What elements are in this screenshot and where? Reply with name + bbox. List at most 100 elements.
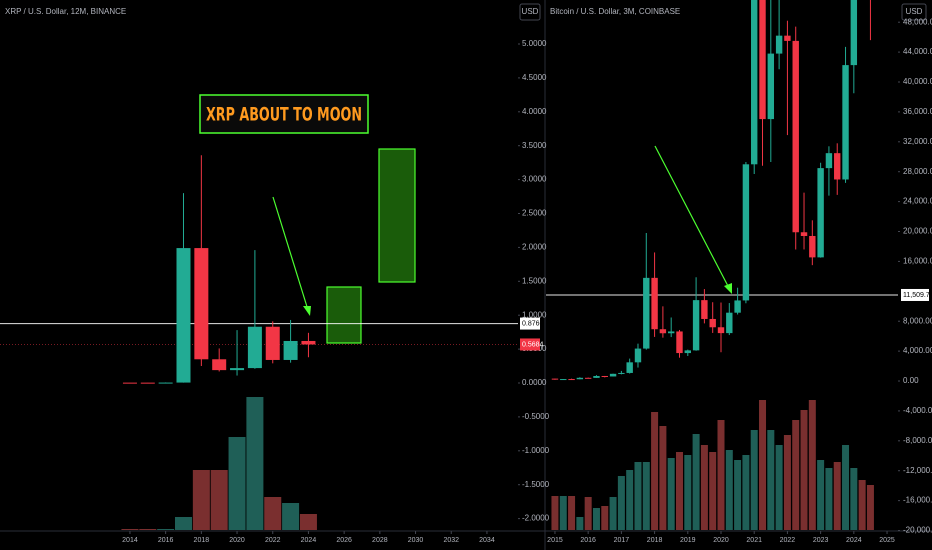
volume-bar <box>617 476 625 530</box>
volume-bar <box>634 462 642 530</box>
candle-body <box>834 153 841 180</box>
volume-bar <box>192 470 210 530</box>
candle-body <box>634 348 642 363</box>
y-tick-label: 8,000.00 <box>903 316 932 325</box>
volume-bar <box>734 460 742 530</box>
x-tick-label: 2018 <box>647 537 663 544</box>
volume-bar <box>157 529 175 530</box>
volume-bar <box>750 430 758 530</box>
candle-body <box>568 379 575 381</box>
candle-body <box>247 326 262 369</box>
y-tick-label: -0.5000 <box>522 412 550 421</box>
currency-button[interactable] <box>901 3 927 21</box>
arrow-head <box>724 283 732 294</box>
x-tick-label: 2016 <box>158 537 174 544</box>
volume-bar <box>700 445 708 530</box>
candle-body <box>618 372 625 374</box>
candle-body <box>792 40 799 233</box>
arrow-head <box>303 306 311 316</box>
candle-body <box>176 248 191 383</box>
volume-bar <box>692 434 700 530</box>
volume-bar <box>139 529 157 530</box>
candle-body <box>684 350 691 354</box>
candle-body <box>626 362 633 373</box>
y-tick-label: 32,000.00 <box>903 137 932 146</box>
candle-body <box>643 277 650 349</box>
candle-body <box>692 300 700 351</box>
y-tick-label: 44,000.00 <box>903 47 932 56</box>
volume-bar <box>601 506 609 530</box>
x-tick-label: 2025 <box>879 537 895 544</box>
y-tick-label: 48,000.00 <box>903 17 932 26</box>
candle-body <box>560 379 567 381</box>
y-tick-label: 36,000.00 <box>903 107 932 116</box>
y-tick-label: -16,000.00 <box>903 496 932 505</box>
candle-body <box>800 232 808 236</box>
y-tick-label: 5.0000 <box>522 39 547 48</box>
price-label: 0.5684 <box>522 341 544 348</box>
pane <box>0 155 518 530</box>
currency-button[interactable] <box>519 3 541 21</box>
volume-bar <box>675 452 683 530</box>
volume-bar <box>759 400 767 530</box>
x-tick-label: 2020 <box>229 537 245 544</box>
y-tick-label: 40,000.00 <box>903 77 932 86</box>
volume-bar <box>825 468 833 530</box>
target-box <box>378 148 416 283</box>
y-tick-label: -8,000.00 <box>903 436 932 445</box>
x-tick-label: 2028 <box>372 537 388 544</box>
y-tick-label: -1.0000 <box>522 446 550 455</box>
chart-title: Bitcoin / U.S. Dollar, 3M, COINBASE <box>550 7 680 16</box>
volume-bar <box>584 497 592 530</box>
price-label: 11,509.76 <box>903 292 932 299</box>
candle-body <box>551 378 559 380</box>
volume-bar <box>228 437 246 530</box>
candle-body <box>751 0 758 165</box>
candle-body <box>726 312 733 334</box>
candle-body <box>709 318 716 328</box>
volume-bar <box>858 480 866 530</box>
pane <box>546 0 898 530</box>
annotation: XRP ABOUT TO MOON <box>206 104 362 126</box>
volume-bar <box>850 468 858 530</box>
candle-body <box>212 359 227 371</box>
x-tick-label: 2022 <box>780 537 796 544</box>
x-tick-label: 2015 <box>547 537 563 544</box>
volume-bar <box>246 397 264 530</box>
x-tick-label: 2026 <box>336 537 352 544</box>
x-tick-label: 2016 <box>580 537 596 544</box>
candle-body <box>230 368 245 371</box>
y-tick-label: -4,000.00 <box>903 406 932 415</box>
y-tick-label: 2.0000 <box>522 243 547 252</box>
chart-title: XRP / U.S. Dollar, 12M, BINANCE <box>5 7 126 16</box>
volume-bar <box>667 458 675 530</box>
volume-bar <box>592 508 600 530</box>
price-label-box <box>901 288 929 301</box>
y-tick-label: -12,000.00 <box>903 466 932 475</box>
y-tick-label: 1.5000 <box>522 276 547 285</box>
candle-body <box>701 300 708 319</box>
volume-bar <box>842 445 850 530</box>
candle-body <box>809 235 816 258</box>
candle-body <box>659 329 667 334</box>
y-tick-label: -1.5000 <box>522 480 550 489</box>
y-tick-label: 4.5000 <box>522 73 547 82</box>
arrow <box>654 145 730 289</box>
candle-body <box>717 327 725 334</box>
y-tick-label: 28,000.00 <box>903 167 932 176</box>
volume-bar <box>174 517 192 530</box>
y-tick-label: 2.5000 <box>522 209 547 218</box>
volume-bar <box>833 462 841 530</box>
candle-body <box>759 0 766 120</box>
x-tick-label: 2019 <box>680 537 696 544</box>
volume-bar <box>609 497 617 530</box>
price-label: 0.8766 <box>522 320 544 327</box>
volume-bar <box>264 497 282 530</box>
x-tick-label: 2014 <box>122 537 138 544</box>
candle-body <box>265 326 280 360</box>
y-tick-label: 20,000.00 <box>903 227 932 236</box>
x-tick-label: 2020 <box>713 537 729 544</box>
y-tick-label: 3.0000 <box>522 175 547 184</box>
